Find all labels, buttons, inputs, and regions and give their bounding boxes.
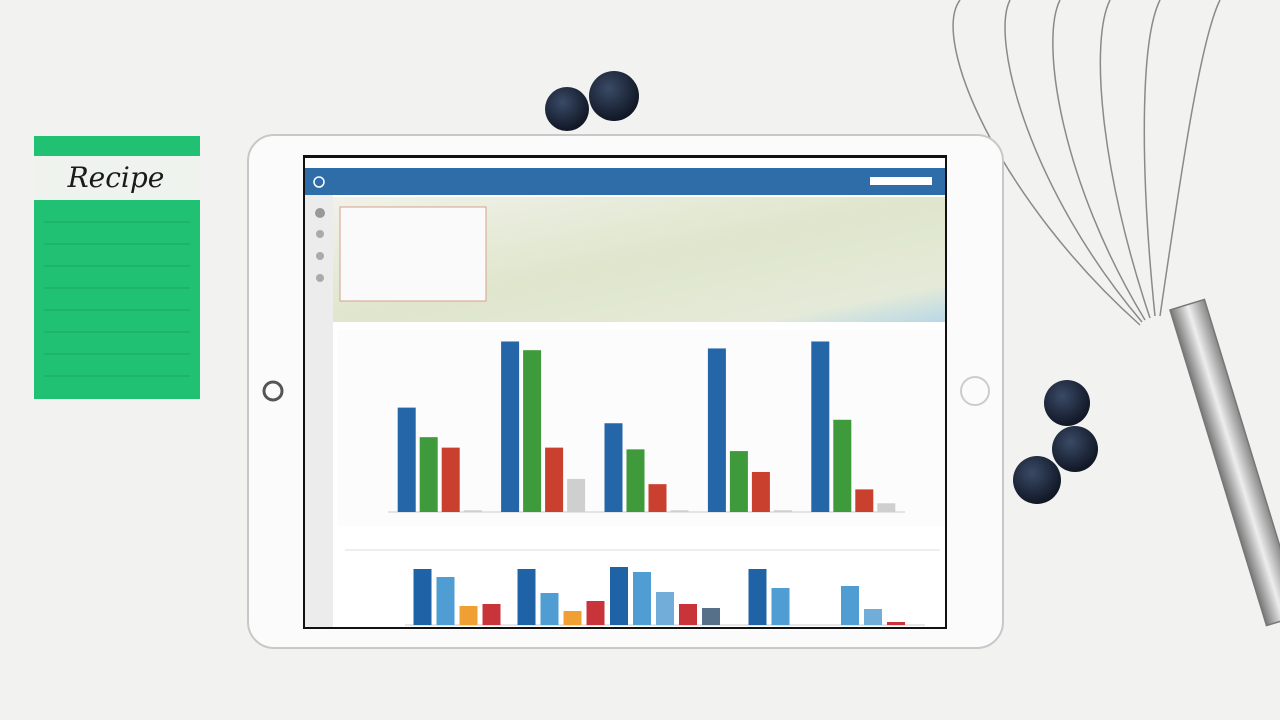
tablet [247, 134, 1004, 649]
bar [501, 341, 520, 512]
note-title: Recipe [67, 161, 165, 194]
bar [436, 577, 455, 625]
bar [397, 407, 416, 512]
bar [540, 593, 559, 625]
bar [855, 489, 874, 512]
bar [729, 451, 748, 512]
bar [833, 419, 852, 512]
bar [679, 604, 697, 625]
bar [545, 447, 564, 512]
bar [773, 510, 792, 512]
bar [567, 478, 586, 512]
bar [604, 423, 623, 512]
app-header [305, 168, 945, 195]
whisk [952, 0, 1280, 627]
bar [586, 601, 605, 625]
bar [702, 608, 720, 625]
bar [463, 510, 482, 512]
bar [523, 350, 542, 512]
bar [864, 609, 882, 625]
bar [419, 437, 438, 512]
bar [841, 586, 859, 625]
bar [610, 567, 628, 625]
sidebar [305, 195, 333, 627]
bar [626, 449, 645, 512]
bar [877, 503, 896, 512]
bar [482, 604, 501, 625]
bar [771, 588, 790, 625]
recipe-note: Recipe [34, 136, 200, 399]
bar [441, 447, 460, 512]
bar [748, 569, 767, 625]
bar [563, 611, 582, 625]
bar [633, 572, 651, 625]
bar [413, 569, 432, 625]
bar [656, 592, 674, 625]
bar [707, 348, 726, 512]
bar [517, 569, 536, 625]
bar [648, 484, 667, 512]
bar [887, 622, 905, 625]
bar [811, 341, 830, 512]
blueberries [545, 71, 1098, 504]
bar [751, 471, 770, 512]
bar [459, 606, 478, 625]
bar [670, 510, 689, 512]
